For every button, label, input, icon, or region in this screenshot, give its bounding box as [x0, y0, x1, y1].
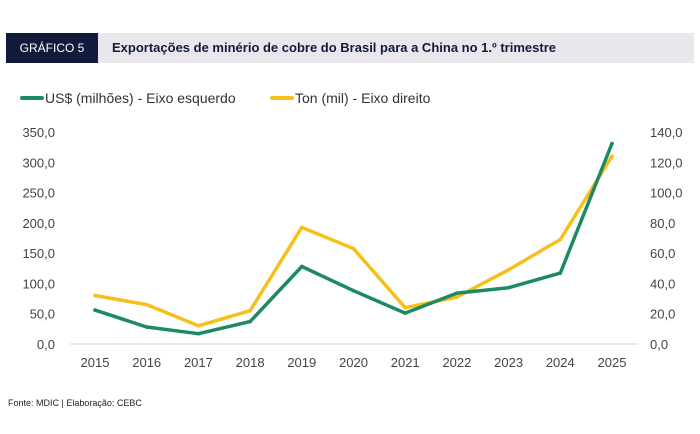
series-2-point	[248, 308, 252, 313]
left-axis-tick-label: 0,0	[37, 337, 55, 352]
x-axis-tick-label: 2016	[132, 355, 161, 370]
series-1-point	[506, 285, 511, 290]
x-axis-tick-label: 2021	[391, 355, 420, 370]
x-axis-tick-label: 2015	[81, 355, 110, 370]
series-2-point	[610, 154, 614, 159]
series-1-point	[248, 319, 252, 324]
series-2-point	[351, 246, 356, 251]
series-2-point	[300, 225, 304, 230]
series-1-point	[351, 288, 356, 293]
series-2-point	[93, 293, 97, 298]
series-1-point	[455, 291, 459, 295]
right-axis-tick-label: 60,0	[650, 246, 675, 261]
legend-label-1: US$ (milhões) - Eixo esquerdo	[45, 90, 236, 106]
right-axis-tick-label: 0,0	[650, 337, 668, 352]
left-axis-tick-label: 350,0	[22, 125, 55, 140]
chart-title: Exportações de minério de cobre do Brasi…	[112, 40, 556, 55]
series-1-point	[300, 264, 304, 269]
left-axis-tick-label: 200,0	[22, 216, 55, 231]
x-axis-tick-label: 2018	[236, 355, 265, 370]
series-1-point	[144, 325, 149, 329]
left-axis-tick-label: 250,0	[22, 186, 55, 201]
x-axis-tick-label: 2023	[494, 355, 523, 370]
x-axis-tick-label: 2017	[184, 355, 213, 370]
legend-label-2: Ton (mil) - Eixo direito	[295, 90, 431, 106]
figure-tag: GRÁFICO 5	[6, 33, 98, 63]
line-chart: US$ (milhões) - Eixo esquerdo Ton (mil) -…	[20, 90, 683, 370]
series-1-point	[93, 308, 97, 312]
right-axis-tick-label: 40,0	[650, 276, 675, 291]
series-line-1	[93, 141, 614, 336]
x-axis-tick-label: 2024	[546, 355, 575, 370]
x-axis-tick-label: 2019	[287, 355, 316, 370]
right-axis-tick-label: 100,0	[650, 186, 683, 201]
chart-header: GRÁFICO 5 Exportações de minério de cobr…	[6, 33, 694, 63]
x-axis-tick-label: 2025	[598, 355, 627, 370]
series-2-point	[144, 302, 149, 307]
series-1-point	[610, 141, 614, 146]
left-axis-tick-label: 300,0	[22, 155, 55, 170]
x-axis-tick-label: 2020	[339, 355, 368, 370]
right-axis-tick-label: 80,0	[650, 216, 675, 231]
series-2-point	[455, 295, 459, 299]
series-1-point	[558, 271, 563, 275]
left-axis-tick-label: 150,0	[22, 246, 55, 261]
x-axis-tick-label: 2022	[442, 355, 471, 370]
left-axis-tick-label: 100,0	[22, 276, 55, 291]
right-axis-tick-label: 20,0	[650, 307, 675, 322]
left-axis-tick-label: 50,0	[30, 307, 55, 322]
right-axis-tick-label: 120,0	[650, 155, 683, 170]
source-note: Fonte: MDIC | Elaboração: CEBC	[8, 398, 142, 408]
series-line-2	[93, 154, 614, 328]
series-2-point	[403, 305, 408, 310]
series-2-point	[196, 324, 201, 328]
series-2-point	[506, 268, 511, 272]
right-axis-tick-label: 140,0	[650, 125, 683, 140]
series-1-point	[196, 331, 201, 336]
series-2-point	[558, 237, 563, 242]
series-1-point	[403, 311, 408, 315]
